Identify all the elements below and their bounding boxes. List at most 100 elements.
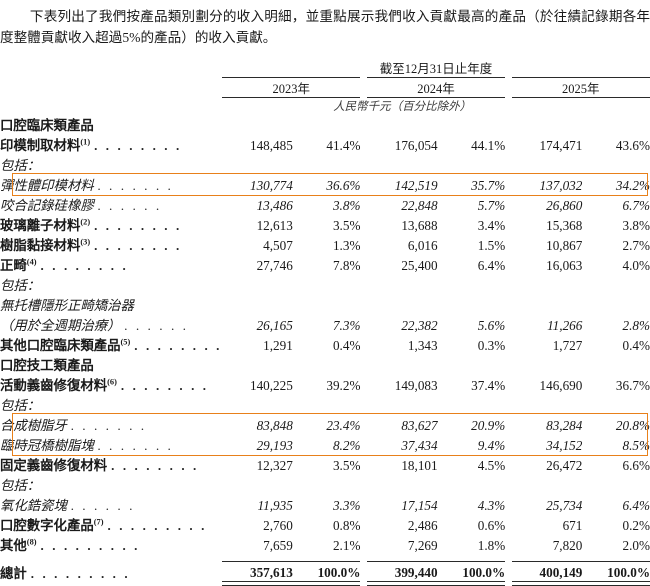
cell-percent — [582, 354, 650, 374]
row-label: 臨時冠橋樹脂塊. . . . . . . — [0, 434, 222, 454]
dot-leader: . . . . . . . . — [111, 458, 199, 473]
table-row: 玻璃離子材料(2). . . . . . . . 12,613 3.5% 13,688… — [0, 214, 650, 234]
row-label-text: 臨時冠橋樹脂塊 — [0, 438, 94, 453]
row-label-text: 其他 — [0, 538, 27, 553]
dot-leader: . . . . . . . — [70, 418, 148, 433]
cell-percent: 0.6% — [477, 518, 506, 533]
cell-amount: 2,760 — [263, 518, 293, 533]
row-label-text: 正畸 — [0, 258, 27, 273]
cell-percent: 4.0% — [622, 258, 650, 273]
cell-amount: 1,343 — [407, 338, 438, 353]
column-header-year-2025: 2025年 — [511, 77, 650, 98]
cell-amount: 12,327 — [256, 458, 293, 473]
footnote-marker: (4) — [26, 257, 37, 267]
cell-amount — [222, 354, 293, 374]
cell-amount — [512, 474, 583, 494]
dot-leader: . . . . . . . . . — [40, 538, 140, 553]
cell-percent — [438, 274, 506, 294]
cell-amount: 26,860 — [546, 198, 583, 213]
cell-amount: 15,368 — [546, 218, 583, 233]
cell-amount: 671 — [562, 518, 583, 533]
row-label: 包括： — [0, 474, 222, 494]
cell-amount — [222, 114, 293, 134]
cell-percent: 20.8% — [615, 418, 650, 433]
row-label-text: 氧化鋯瓷塊 — [0, 498, 67, 513]
cell-percent: 5.6% — [477, 318, 506, 333]
cell-amount: 22,848 — [401, 198, 438, 213]
cell-percent: 36.7% — [615, 378, 650, 393]
cell-percent: 0.4% — [622, 338, 650, 353]
row-label-text: （用於全週期治療） — [0, 318, 121, 333]
row-label-text: 活動義齒修復材料 — [0, 378, 108, 393]
row-label-text: 口腔臨床類產品 — [0, 118, 94, 133]
row-label: 合成樹脂牙. . . . . . . — [0, 414, 222, 434]
intro-text: 下表列出了我們按產品類別劃分的收入明細，並重點展示我們收入貢獻最高的產品（於往績… — [0, 9, 650, 45]
cell-percent: 100.0% — [292, 560, 361, 582]
cell-percent: 6.4% — [477, 258, 506, 273]
cell-percent: 41.4% — [326, 138, 361, 153]
cell-amount: 83,627 — [401, 418, 438, 433]
cell-percent — [582, 394, 650, 414]
cell-amount — [367, 294, 438, 314]
cell-amount: 7,820 — [552, 538, 583, 553]
cell-percent — [438, 354, 506, 374]
row-label: 無托槽隱形正畸矯治器 — [0, 294, 222, 314]
cell-percent — [293, 114, 361, 134]
cell-percent: 3.8% — [622, 218, 650, 233]
table-header: 截至12月31日止年度 2023年 2024年 2025年 人民幣千元（百分比除… — [0, 58, 650, 114]
cell-percent: 6.6% — [622, 458, 650, 473]
cell-amount: 26,472 — [546, 458, 583, 473]
cell-amount: 12,613 — [256, 218, 293, 233]
row-label: 口腔技工類產品 — [0, 354, 222, 374]
cell-percent: 100.0% — [582, 560, 650, 582]
cell-percent — [293, 474, 361, 494]
cell-percent: 2.8% — [622, 318, 650, 333]
row-label-text: 包括： — [0, 478, 41, 493]
cell-amount: 34,152 — [546, 438, 583, 453]
cell-percent: 20.9% — [471, 418, 506, 433]
cell-percent — [438, 294, 506, 314]
cell-percent: 2.1% — [332, 538, 361, 553]
table-row: 樹脂黏接材料(3). . . . . . . . 4,507 1.3% 6,016 1.… — [0, 234, 650, 254]
cell-amount: 25,734 — [546, 498, 583, 513]
cell-amount — [512, 154, 583, 174]
row-label-text: 包括： — [0, 398, 41, 413]
dot-leader: . . . . . . . . — [120, 378, 209, 393]
row-label: 正畸(4). . . . . . . . — [0, 254, 222, 274]
row-label: 樹脂黏接材料(3). . . . . . . . — [0, 234, 222, 254]
total-spacer — [0, 554, 650, 562]
cell-amount — [222, 274, 293, 294]
table-row: 無托槽隱形正畸矯治器 — [0, 294, 650, 314]
cell-amount: 17,154 — [401, 498, 438, 513]
dot-leader: . . . . . . . . — [134, 338, 223, 353]
row-label-text: 合成樹脂牙 — [0, 418, 67, 433]
cell-amount — [512, 274, 583, 294]
header-corner-blank — [0, 58, 222, 78]
cell-amount: 18,101 — [401, 458, 438, 473]
cell-percent: 3.4% — [477, 218, 506, 233]
row-label-text: 玻璃離子材料 — [0, 218, 81, 233]
table-row: 咬合記錄硅橡膠. . . . . . 13,486 3.8% 22,848 5.7% 26… — [0, 194, 650, 214]
dot-leader: . . . . . . . . . — [30, 565, 131, 581]
dot-leader: . . . . . . . . — [40, 258, 129, 273]
footnote-marker: (2) — [80, 217, 91, 227]
cell-amount — [367, 154, 438, 174]
cell-percent: 3.5% — [332, 458, 361, 473]
cell-percent — [293, 354, 361, 374]
row-label-total: 總計. . . . . . . . . — [0, 562, 222, 582]
table-row: 合成樹脂牙. . . . . . . 83,848 23.4% 83,627 20.9%… — [0, 414, 650, 434]
footnote-marker: (8) — [26, 537, 37, 547]
footnote-marker: (3) — [80, 237, 91, 247]
table-row: （用於全週期治療）. . . . . . 26,165 7.3% 22,382 5.6%… — [0, 314, 650, 334]
dot-leader: . . . . . . . . — [94, 138, 182, 153]
row-label: 包括： — [0, 274, 222, 294]
cell-amount: 142,519 — [394, 178, 438, 193]
row-label: 彈性體印模材料. . . . . . . — [0, 174, 222, 194]
row-label-text: 樹脂黏接材料 — [0, 238, 81, 253]
cell-amount: 13,688 — [401, 218, 438, 233]
row-label-text: 無托槽隱形正畸矯治器 — [0, 298, 134, 313]
row-label-text: 印模制取材料 — [0, 138, 81, 153]
table-row: 包括： — [0, 154, 650, 174]
cell-amount — [367, 394, 438, 414]
unit-label-blank — [0, 98, 222, 115]
